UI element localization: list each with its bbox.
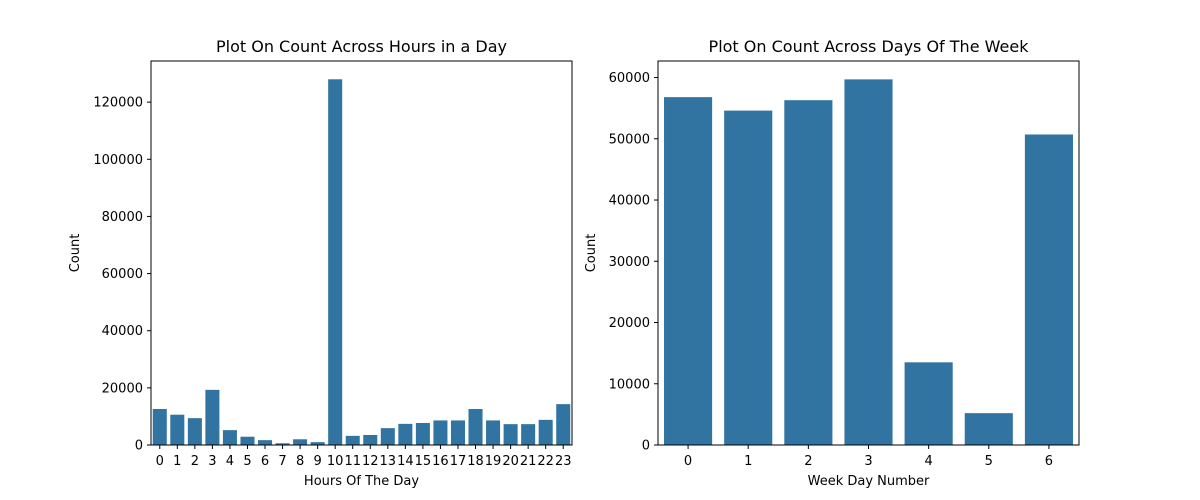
hours-chart-y-tick-label: 100000: [93, 153, 143, 168]
weekdays-chart-y-tick-label: 0: [642, 439, 650, 454]
hours-chart-bar: [486, 420, 501, 445]
hours-chart-y-tick-label: 20000: [102, 381, 143, 396]
hours-chart-bar: [556, 404, 571, 445]
weekdays-chart-ylabel: Count: [584, 234, 599, 273]
hours-chart-x-tick-label: 16: [432, 454, 449, 469]
hours-chart-x-tick-label: 4: [226, 454, 234, 469]
hours-chart-x-tick-label: 5: [243, 454, 251, 469]
weekdays-chart-y-tick-label: 50000: [609, 132, 650, 147]
hours-chart-x-tick-label: 21: [520, 454, 537, 469]
hours-chart-x-tick-label: 6: [261, 454, 269, 469]
hours-chart-x-tick-label: 23: [555, 454, 572, 469]
weekdays-chart-xlabel: Week Day Number: [808, 474, 930, 489]
hours-chart-x-tick-label: 13: [380, 454, 397, 469]
weekdays-chart-bar: [664, 97, 713, 445]
weekdays-chart-x-axis: 0 1 2 3 4 5 6: [684, 445, 1053, 469]
hours-chart-bar: [380, 428, 395, 445]
weekdays-chart-y-tick-label: 20000: [609, 316, 650, 331]
weekdays-chart-y-tick-label: 10000: [609, 377, 650, 392]
weekdays-chart-x-tick-label: 6: [1045, 454, 1053, 469]
hours-chart-x-tick-label: 10: [327, 454, 344, 469]
hours-chart-x-tick-label: 2: [191, 454, 199, 469]
weekdays-chart-bar: [724, 110, 773, 445]
hours-chart-y-tick-label: 0: [135, 439, 143, 454]
hours-chart-x-tick-label: 17: [450, 454, 467, 469]
hours-chart-x-tick-label: 15: [415, 454, 432, 469]
hours-chart-x-tick-label: 8: [296, 454, 304, 469]
hours-chart-y-tick-label: 40000: [102, 324, 143, 339]
hours-chart-bar: [345, 435, 360, 445]
hours-chart-x-axis: 0 1 2 3 4 5 6 7 8 9 10 11 12 13 14 15 16 17 18 19 20 21 22 23: [156, 445, 572, 469]
hours-chart-bar: [328, 79, 343, 446]
hours-chart-frame: [150, 60, 573, 446]
weekdays-chart-title: Plot On Count Across Days Of The Week: [709, 37, 1030, 56]
weekdays-chart-bar: [784, 100, 833, 446]
hours-chart-title: Plot On Count Across Hours in a Day: [216, 37, 507, 56]
weekdays-chart-y-axis: 0 10000 20000 30000 40000 50000 60000: [609, 71, 658, 454]
weekdays-chart-x-tick-label: 4: [925, 454, 933, 469]
hours-chart-bar: [187, 418, 202, 445]
hours-chart-bar: [240, 436, 255, 445]
weekdays-chart-y-tick-label: 60000: [609, 71, 650, 86]
weekdays-chart-bar: [964, 413, 1013, 445]
hours-chart-y-tick-label: 60000: [102, 267, 143, 282]
hours-chart: Plot On Count Across Hours in a Day Hour…: [68, 37, 573, 489]
hours-chart-bar: [521, 424, 536, 445]
hours-chart-x-tick-label: 22: [537, 454, 554, 469]
hours-chart-bar: [433, 420, 448, 445]
hours-chart-bar: [222, 430, 237, 445]
hours-chart-bar: [205, 389, 220, 445]
weekdays-chart-y-tick-label: 40000: [609, 194, 650, 209]
weekdays-chart-x-tick-label: 5: [985, 454, 993, 469]
hours-chart-bar: [275, 443, 290, 445]
hours-chart-y-tick-label: 120000: [93, 96, 143, 111]
hours-chart-bar: [450, 420, 465, 445]
hours-chart-x-tick-label: 9: [314, 454, 322, 469]
hours-chart-x-tick-label: 12: [362, 454, 379, 469]
weekdays-chart-bar: [844, 79, 893, 446]
hours-chart-bar: [170, 414, 185, 445]
hours-chart-x-tick-label: 3: [208, 454, 216, 469]
hours-chart-x-tick-label: 20: [502, 454, 519, 469]
hours-chart-bar: [415, 423, 430, 445]
weekdays-chart-bars: [664, 79, 1073, 446]
weekdays-chart-bar: [1024, 134, 1073, 445]
weekdays-chart-bar: [904, 362, 953, 445]
weekdays-chart: Plot On Count Across Days Of The Week We…: [584, 37, 1080, 489]
hours-chart-bar: [293, 439, 308, 445]
hours-chart-xlabel: Hours Of The Day: [304, 474, 419, 489]
hours-chart-x-tick-label: 18: [467, 454, 484, 469]
hours-chart-bar: [363, 435, 378, 445]
weekdays-chart-x-tick-label: 1: [744, 454, 752, 469]
hours-chart-bar: [152, 409, 167, 445]
hours-chart-bar: [310, 442, 325, 445]
weekdays-chart-x-tick-label: 3: [864, 454, 872, 469]
weekdays-chart-x-tick-label: 2: [804, 454, 812, 469]
hours-chart-y-tick-label: 80000: [102, 210, 143, 225]
hours-chart-x-tick-label: 7: [278, 454, 286, 469]
hours-chart-bar: [538, 419, 553, 445]
hours-chart-x-tick-label: 1: [173, 454, 181, 469]
weekdays-chart-frame: [657, 60, 1080, 446]
hours-chart-bar: [398, 423, 413, 445]
hours-chart-bars: [152, 79, 571, 446]
hours-chart-y-axis: 0 20000 40000 60000 80000 100000 120000: [93, 96, 151, 454]
hours-chart-x-tick-label: 11: [344, 454, 361, 469]
weekdays-chart-x-tick-label: 0: [684, 454, 692, 469]
hours-chart-bar: [468, 409, 483, 445]
weekdays-chart-y-tick-label: 30000: [609, 255, 650, 270]
hours-chart-x-tick-label: 19: [485, 454, 502, 469]
hours-chart-x-tick-label: 0: [156, 454, 164, 469]
hours-chart-bar: [258, 440, 273, 445]
hours-chart-bar: [503, 424, 518, 445]
hours-chart-ylabel: Count: [68, 234, 83, 273]
hours-chart-x-tick-label: 14: [397, 454, 414, 469]
